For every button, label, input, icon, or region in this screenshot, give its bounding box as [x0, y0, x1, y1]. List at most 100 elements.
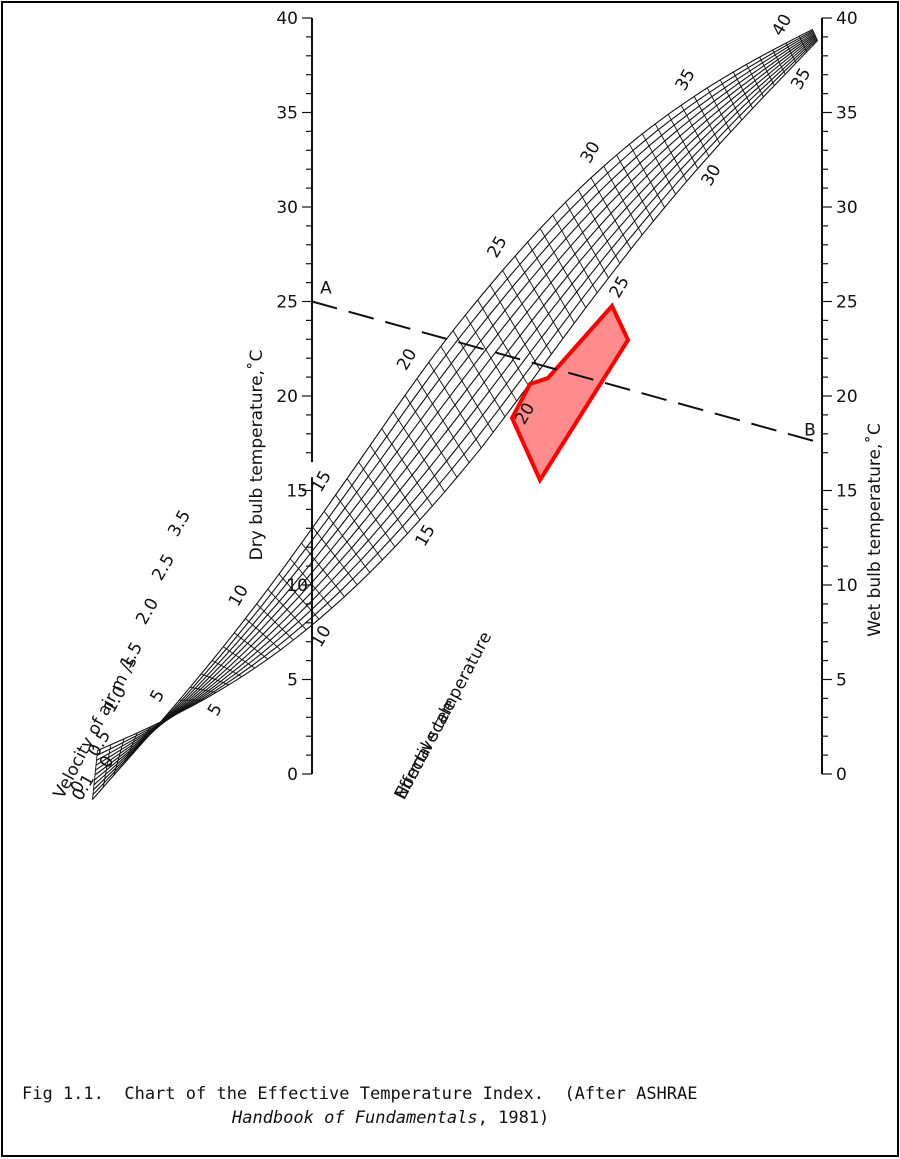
- mesh-cross-line: [464, 314, 518, 402]
- left-tick-label: 20: [276, 387, 298, 407]
- mesh-cross-line: [135, 726, 151, 751]
- mesh-cross-line: [693, 96, 721, 145]
- mesh-cross-line: [489, 284, 541, 370]
- mesh-cross-line: [358, 461, 408, 534]
- et-upper-label: 35: [672, 66, 700, 95]
- mesh-longitudinal-line: [95, 36, 817, 766]
- mesh-cross-line: [440, 346, 494, 433]
- mesh-cross-line: [798, 36, 808, 52]
- mesh-cross-line: [603, 165, 643, 236]
- mesh-cross-line: [381, 428, 433, 507]
- right-tick-label: 30: [836, 198, 858, 218]
- et-lower-label: 15: [412, 521, 440, 550]
- mesh-cross-line: [190, 686, 216, 694]
- mesh-cross-line: [267, 588, 307, 631]
- velocity-label: 2.0: [132, 595, 163, 628]
- et-upper-label: 40: [768, 11, 796, 40]
- right-tick-label: 10: [836, 576, 858, 596]
- et-lower-label: 35: [787, 65, 815, 94]
- mesh-cross-line: [428, 362, 482, 448]
- mesh-cross-line: [641, 133, 677, 195]
- mesh-cross-line: [812, 29, 818, 41]
- mesh-cross-line: [590, 177, 632, 250]
- mesh-cross-line: [245, 618, 281, 651]
- et-upper-label: 25: [484, 233, 512, 262]
- mesh-cross-line: [323, 510, 371, 573]
- left-tick-label: 5: [287, 671, 298, 691]
- et-upper-label: 5: [146, 686, 169, 705]
- mesh-cross-line: [256, 603, 294, 641]
- right-axis-title: Wet bulb temperature,˚C: [864, 423, 885, 636]
- mesh-longitudinal-line: [93, 32, 815, 786]
- mesh-cross-line: [157, 713, 177, 727]
- velocity-label: 3.5: [164, 507, 195, 540]
- caption-line-2: Handbook of Fundamentals, 1981): [232, 1108, 549, 1128]
- caption-line-1: Fig 1.1. Chart of the Effective Temperat…: [22, 1084, 698, 1104]
- right-tick-label: 5: [836, 671, 847, 691]
- mesh-cross-line: [234, 632, 268, 660]
- highlight-zone: [509, 302, 631, 485]
- left-tick-label: 25: [276, 293, 298, 313]
- mesh-cross-line: [416, 378, 470, 463]
- et-upper-label: 30: [577, 138, 605, 167]
- et-lower-label: 5: [204, 700, 227, 719]
- mesh-cross-line: [552, 214, 598, 293]
- left-tick-label-inner: 15: [286, 482, 308, 502]
- caption-text-3: , 1981): [477, 1108, 550, 1128]
- mesh-cross-line: [732, 71, 754, 109]
- mesh-cross-line: [746, 64, 764, 98]
- mesh-cross-line: [514, 255, 564, 339]
- mesh-cross-line: [200, 673, 230, 686]
- nomogram-mesh: [92, 29, 818, 800]
- mesh-cross-line: [667, 114, 699, 169]
- comfort-zone-polygon: [509, 302, 631, 485]
- mesh-cross-line: [392, 411, 446, 493]
- mesh-cross-line: [124, 732, 138, 763]
- mesh-cross-line: [168, 706, 190, 714]
- left-tick-label: 40: [276, 9, 298, 29]
- et-title-2: Normal scale: [391, 696, 461, 803]
- point-a-label: A: [320, 279, 332, 299]
- mesh-cross-line: [452, 330, 506, 417]
- mesh-cross-line: [312, 527, 358, 586]
- right-tick-label: 25: [836, 293, 858, 313]
- mesh-cross-line: [346, 478, 396, 548]
- mesh-cross-line: [706, 87, 732, 133]
- mesh-cross-line: [335, 494, 383, 561]
- labels: 0 5 20 25 30 35 40 0 5 10 15 20 25 30 35 40 10 15 Dry bulb…: [50, 9, 885, 804]
- caption-text-2: Handbook of Fundamentals: [232, 1108, 478, 1128]
- mesh-cross-line: [527, 241, 575, 324]
- mesh-cross-line: [92, 750, 98, 800]
- mesh-cross-line: [680, 104, 710, 157]
- velocity-label: 2.5: [148, 551, 179, 584]
- mesh-longitudinal-line: [96, 37, 817, 761]
- left-tick-label: 30: [276, 198, 298, 218]
- mesh-longitudinal-line: [95, 35, 816, 771]
- mesh-cross-line: [222, 646, 256, 669]
- mesh-cross-line: [654, 123, 688, 182]
- et-upper-label: 20: [393, 345, 421, 374]
- et-lower-label: 25: [606, 273, 634, 302]
- left-tick-label: 35: [276, 104, 298, 124]
- mesh-cross-line: [477, 299, 529, 386]
- mesh-cross-line: [369, 445, 421, 521]
- mesh-cross-line: [404, 395, 458, 478]
- mesh-longitudinal-line: [94, 33, 815, 781]
- mesh-cross-line: [102, 744, 112, 788]
- point-b-label: B: [804, 420, 816, 440]
- right-tick-label: 15: [836, 482, 858, 502]
- right-tick-label: 40: [836, 9, 858, 29]
- mesh-cross-line: [502, 270, 552, 355]
- mesh-cross-line: [301, 542, 345, 597]
- mesh-cross-line: [616, 154, 654, 222]
- left-tick-label: 0: [287, 765, 298, 785]
- right-tick-label: 0: [836, 765, 847, 785]
- axes: [302, 17, 832, 775]
- mesh-longitudinal-line: [96, 39, 818, 756]
- caption-text-1: Fig 1.1. Chart of the Effective Temperat…: [22, 1084, 698, 1104]
- mesh-cross-line: [565, 202, 609, 279]
- et-lower-label: 30: [698, 161, 726, 190]
- mesh-cross-line: [785, 42, 797, 64]
